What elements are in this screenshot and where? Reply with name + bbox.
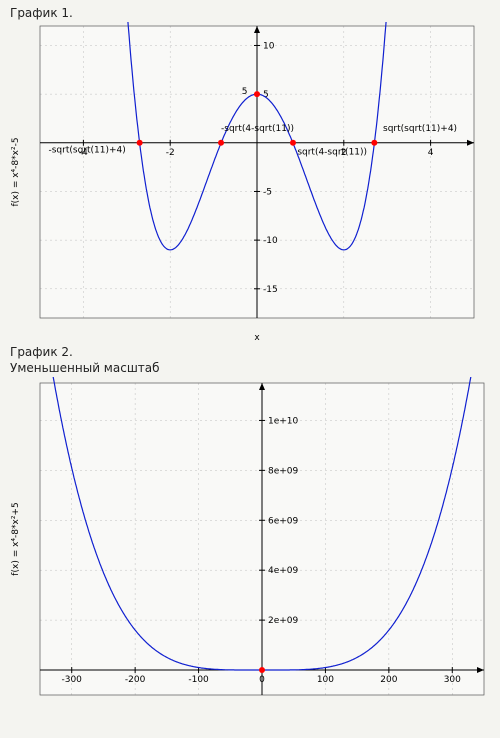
svg-text:200: 200 (380, 675, 397, 685)
svg-text:f(x) = x⁴-8*x²+5: f(x) = x⁴-8*x²+5 (11, 502, 21, 575)
svg-text:-5: -5 (263, 187, 272, 197)
svg-text:-300: -300 (61, 675, 82, 685)
chart2-subtitle: Уменьшенный масштаб (10, 361, 500, 375)
chart2-title: График 2. (10, 345, 500, 359)
svg-text:x: x (254, 333, 260, 342)
chart2-plot: -300-200-10001002003002e+094e+096e+098e+… (8, 377, 488, 717)
svg-text:-sqrt(sqrt(11)+4): -sqrt(sqrt(11)+4) (49, 146, 126, 156)
svg-text:f(x) = x⁴-8*x²-5: f(x) = x⁴-8*x²-5 (11, 137, 21, 206)
svg-text:4: 4 (428, 148, 434, 158)
svg-text:sqrt(4-sqrt(11)): sqrt(4-sqrt(11)) (297, 147, 367, 157)
svg-text:100: 100 (317, 675, 334, 685)
svg-text:-10: -10 (263, 236, 278, 246)
svg-text:5: 5 (242, 87, 248, 97)
svg-text:2e+09: 2e+09 (268, 616, 299, 626)
chart1-title: График 1. (10, 6, 500, 20)
svg-text:sqrt(sqrt(11)+4): sqrt(sqrt(11)+4) (383, 124, 457, 134)
svg-text:8e+09: 8e+09 (268, 466, 299, 476)
svg-text:6e+09: 6e+09 (268, 516, 299, 526)
svg-text:-sqrt(4-sqrt(11)): -sqrt(4-sqrt(11)) (221, 124, 294, 134)
svg-text:10: 10 (263, 41, 275, 51)
svg-text:-200: -200 (125, 675, 146, 685)
svg-text:4e+09: 4e+09 (268, 566, 299, 576)
svg-text:-2: -2 (166, 148, 175, 158)
svg-text:-15: -15 (263, 285, 278, 295)
svg-text:300: 300 (444, 675, 461, 685)
svg-text:-100: -100 (188, 675, 209, 685)
chart1-plot: -4-224-15-10-55105-sqrt(sqrt(11)+4)-sqrt… (8, 22, 478, 342)
svg-text:1e+10: 1e+10 (268, 416, 299, 426)
